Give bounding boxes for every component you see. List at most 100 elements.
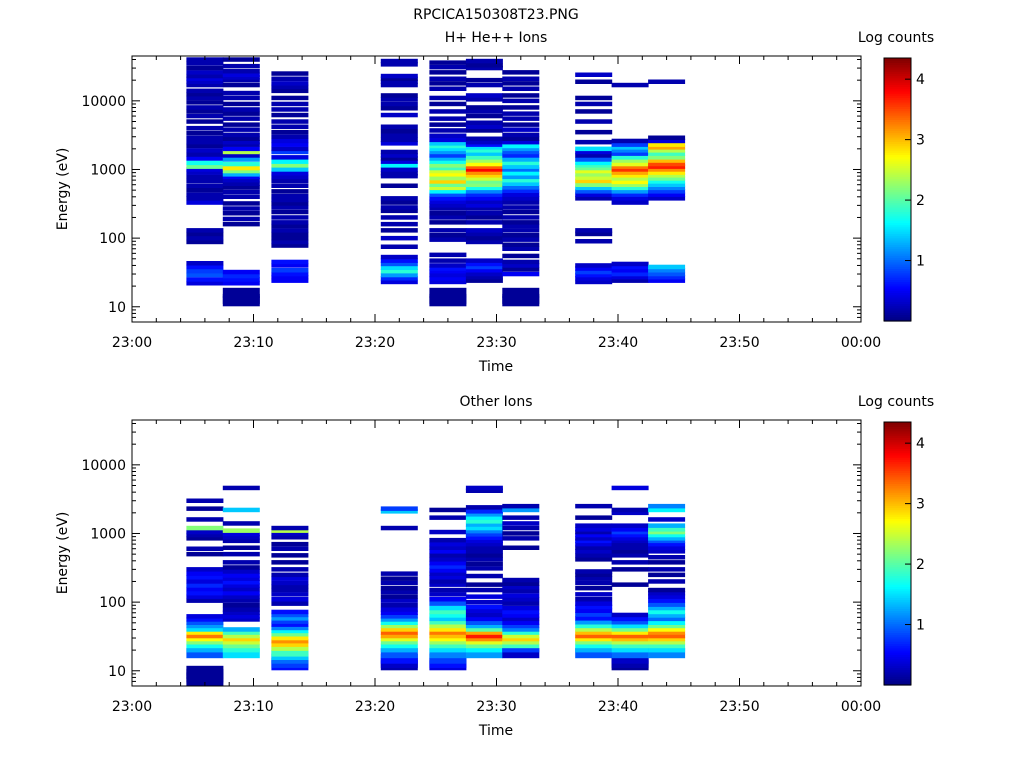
spectrogram-cell xyxy=(502,597,540,602)
spectrogram-cell xyxy=(502,521,540,526)
spectrogram-cell xyxy=(502,581,540,586)
spectrogram-cell xyxy=(222,95,260,101)
spectrogram-cell xyxy=(575,503,613,509)
spectrogram-cell xyxy=(611,616,649,622)
spectrogram-cell xyxy=(611,510,649,516)
spectrogram-cell xyxy=(186,228,224,233)
spectrogram-cell xyxy=(611,158,649,163)
colorbar-segment xyxy=(884,617,911,620)
colorbar-segment xyxy=(884,222,911,226)
colorbar-segment xyxy=(884,628,911,631)
spectrogram-cell xyxy=(380,205,418,210)
spectrogram-cell xyxy=(575,576,613,581)
spectrogram-cell xyxy=(271,576,309,581)
spectrogram-cell xyxy=(429,529,467,535)
colorbar-segment xyxy=(884,465,911,469)
spectrogram-cell xyxy=(575,616,613,621)
colorbar-segment xyxy=(884,82,911,85)
colorbar-tick-label: 2 xyxy=(916,557,925,573)
colorbar-segment xyxy=(884,492,911,495)
spectrogram-cell xyxy=(380,580,418,586)
spectrogram-cell xyxy=(222,122,260,127)
y-tick-label: 10 xyxy=(108,300,126,316)
spectrogram-cell xyxy=(611,148,649,153)
colorbar-segment xyxy=(884,224,911,228)
spectrogram-cell xyxy=(429,196,467,201)
spectrogram-cell xyxy=(186,239,224,245)
spectrogram-cell xyxy=(611,196,649,201)
spectrogram-cell xyxy=(465,105,503,110)
spectrogram-cell xyxy=(380,268,418,274)
spectrogram-cell xyxy=(271,84,309,90)
colorbar-segment xyxy=(884,630,911,633)
spectrogram-cell xyxy=(575,276,613,281)
x-tick-label: 23:30 xyxy=(476,335,516,351)
spectrogram-cell xyxy=(380,159,418,164)
spectrogram-cell xyxy=(222,101,260,107)
spectrogram-cell xyxy=(648,602,686,607)
colorbar-segment xyxy=(884,95,911,99)
colorbar-segment xyxy=(884,654,911,658)
spectrogram-cell xyxy=(429,605,467,611)
spectrogram-cell xyxy=(380,525,418,531)
colorbar-segment xyxy=(884,213,911,217)
spectrogram-cell xyxy=(575,168,613,174)
spectrogram-cell xyxy=(465,120,503,125)
colorbar-segment xyxy=(884,301,911,305)
colorbar-segment xyxy=(884,584,911,587)
spectrogram-cell xyxy=(575,538,613,544)
spectrogram-cell xyxy=(465,519,503,524)
spectrogram-cell xyxy=(429,272,467,278)
colorbar-segment xyxy=(884,621,911,625)
spectrogram-cell xyxy=(222,630,260,635)
spectrogram-cell xyxy=(648,164,686,169)
colorbar-segment xyxy=(884,104,911,107)
spectrogram-cell xyxy=(648,196,686,201)
spectrogram-cell xyxy=(271,546,309,551)
spectrogram-cell xyxy=(429,172,467,177)
spectrogram-cell xyxy=(380,97,418,102)
spectrogram-cell xyxy=(465,274,503,280)
colorbar-segment xyxy=(884,680,911,684)
spectrogram-cell xyxy=(465,485,503,491)
spectrogram-cell xyxy=(222,63,260,69)
spectrogram-cell xyxy=(465,77,503,83)
colorbar-segment xyxy=(884,167,911,171)
spectrogram-cell xyxy=(380,630,418,635)
colorbar-segment xyxy=(884,66,911,70)
spectrogram-cell xyxy=(465,148,503,153)
spectrogram-cell xyxy=(271,209,309,215)
spectrogram-cell xyxy=(648,192,686,197)
spectrogram-cell xyxy=(186,70,224,75)
spectrogram-cell xyxy=(186,594,224,599)
spectrogram-cell xyxy=(222,161,260,167)
spectrogram-cell xyxy=(575,196,613,201)
spectrogram-cell xyxy=(611,538,649,544)
spectrogram-cell xyxy=(222,136,260,141)
spectrogram-cell xyxy=(222,57,260,62)
colorbar-segment xyxy=(884,255,911,259)
colorbar-frame xyxy=(883,421,912,686)
colorbar-frame xyxy=(883,57,912,322)
colorbar-segment xyxy=(884,156,911,160)
spectrogram-cell xyxy=(380,167,418,172)
spectrogram-cell xyxy=(271,228,309,233)
spectrogram-cell xyxy=(465,182,503,187)
spectrogram-cell xyxy=(575,266,613,271)
spectrogram-cell xyxy=(611,145,649,150)
spectrogram-cell xyxy=(186,113,224,119)
spectrogram-cell xyxy=(380,589,418,595)
spectrogram-cell xyxy=(575,601,613,606)
spectrogram-cell xyxy=(465,173,503,178)
colorbar-segment xyxy=(884,586,911,590)
colorbar-segment xyxy=(884,448,911,452)
colorbar-segment xyxy=(884,141,911,145)
spectrogram-cell xyxy=(648,170,686,175)
spectrogram-cell xyxy=(429,609,467,615)
colorbar-segment xyxy=(884,647,911,651)
colorbar-segment xyxy=(884,496,911,500)
spectrogram-cell xyxy=(502,105,540,110)
spectrogram-cell xyxy=(380,221,418,227)
spectrogram-cell xyxy=(271,205,309,210)
spectrogram-cell xyxy=(380,603,418,608)
